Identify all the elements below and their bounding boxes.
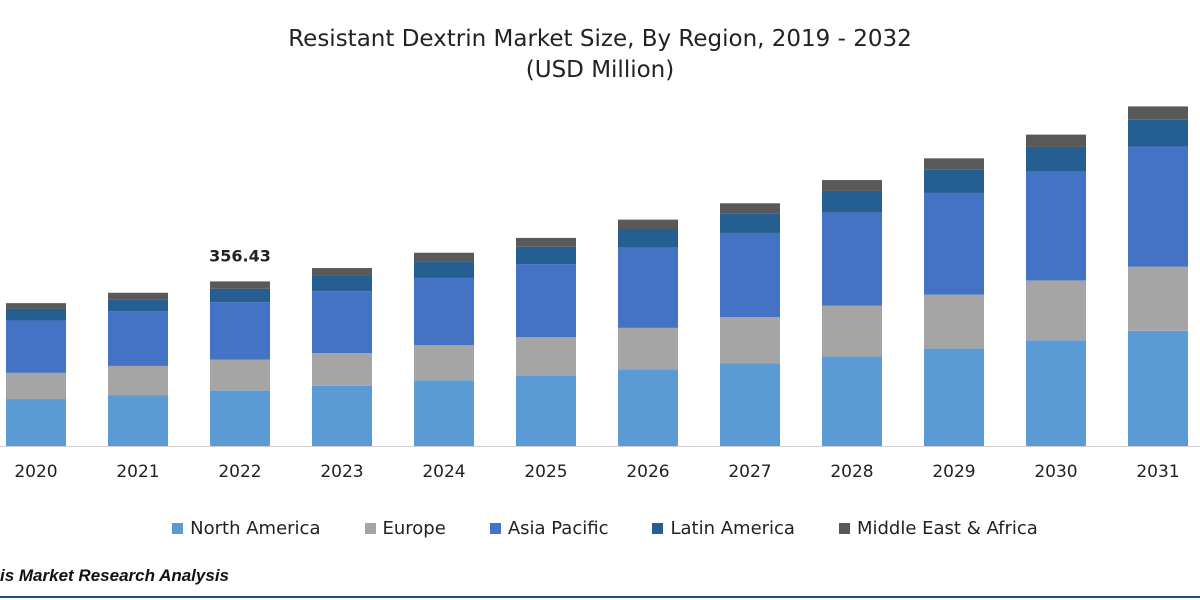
bar-2030-europe <box>1026 280 1086 341</box>
bar-2026-middle-east-africa <box>618 219 678 230</box>
chart-subtitle: (USD Million) <box>525 57 675 83</box>
bar-2029-europe <box>924 294 984 349</box>
legend-swatch <box>838 523 850 534</box>
bar-2031-latin-america <box>1128 119 1188 147</box>
bar-2028-north-america <box>822 356 882 446</box>
bar-2024-north-america <box>414 380 474 446</box>
bar-2026-latin-america <box>618 229 678 248</box>
data-label-2022: 356.43 <box>209 246 271 265</box>
legend-label: North America <box>190 518 321 539</box>
legend-item-asia-pacific: Asia Pacific <box>489 518 609 539</box>
bar-2025-europe <box>516 337 576 376</box>
bar-2020-europe <box>6 372 66 400</box>
bar-2028-latin-america <box>822 190 882 213</box>
bar-2023-latin-america <box>312 275 372 292</box>
x-tick-label: 2029 <box>932 462 975 482</box>
bar-2025-middle-east-africa <box>516 237 576 247</box>
x-tick-label: 2022 <box>218 462 261 482</box>
legend-item-north-america: North America <box>172 518 321 539</box>
bar-2022-middle-east-africa <box>210 281 270 289</box>
legend: North America Europe Asia Pacific Latin … <box>0 518 1200 539</box>
x-tick-label: 2031 <box>1136 462 1179 482</box>
bar-2021-middle-east-africa <box>108 292 168 300</box>
bar-2031-middle-east-africa <box>1128 106 1188 120</box>
bar-2023-europe <box>312 353 372 386</box>
bottom-divider <box>0 596 1200 598</box>
bar-2022-latin-america <box>210 288 270 303</box>
chart-title-block: Resistant Dextrin Market Size, By Region… <box>0 24 1200 86</box>
bar-2024-asia-pacific <box>414 277 474 346</box>
bar-2020-latin-america <box>6 308 66 321</box>
bar-2028-europe <box>822 305 882 357</box>
bar-2026-europe <box>618 327 678 370</box>
bar-2020-north-america <box>6 399 66 446</box>
bar-2027-latin-america <box>720 213 780 233</box>
bar-2020-asia-pacific <box>6 320 66 373</box>
legend-item-europe: Europe <box>364 518 446 539</box>
bar-2029-asia-pacific <box>924 192 984 295</box>
x-tick-label: 2026 <box>626 462 669 482</box>
bar-2024-europe <box>414 345 474 381</box>
chart: 2020 2021 2022 356.43 2023 2024 2025 2026 2027 20… <box>0 106 1200 482</box>
legend-label: Latin America <box>670 518 795 539</box>
legend-label: Middle East & Africa <box>856 518 1038 539</box>
x-tick-label: 2030 <box>1034 462 1077 482</box>
bar-2027-asia-pacific <box>720 232 780 317</box>
bar-2030-north-america <box>1026 340 1086 446</box>
chart-title: Resistant Dextrin Market Size, By Region… <box>288 26 912 52</box>
bar-2025-latin-america <box>516 246 576 265</box>
bar-2031-north-america <box>1128 330 1188 446</box>
bar-2021-latin-america <box>108 299 168 312</box>
bar-2022-north-america <box>210 390 270 446</box>
bar-2025-asia-pacific <box>516 264 576 338</box>
bar-2021-europe <box>108 365 168 396</box>
x-tick-label: 2021 <box>116 462 159 482</box>
bar-2024-middle-east-africa <box>414 252 474 262</box>
legend-swatch <box>172 523 184 534</box>
x-tick-label: 2020 <box>14 462 57 482</box>
bar-2028-asia-pacific <box>822 212 882 306</box>
bar-2029-latin-america <box>924 169 984 193</box>
bar-2030-latin-america <box>1026 146 1086 172</box>
bar-2020-middle-east-africa <box>6 303 66 309</box>
bar-2022-asia-pacific <box>210 302 270 360</box>
bar-2027-middle-east-africa <box>720 203 780 214</box>
bar-2027-europe <box>720 316 780 364</box>
legend-label: Asia Pacific <box>507 518 609 539</box>
source-text: is Market Research Analysis <box>0 566 229 585</box>
legend-swatch <box>652 523 664 534</box>
bar-2021-asia-pacific <box>108 311 168 366</box>
bar-2031-europe <box>1128 266 1188 331</box>
bar-2026-asia-pacific <box>618 247 678 328</box>
bar-2028-middle-east-africa <box>822 180 882 191</box>
bar-2026-north-america <box>618 369 678 446</box>
bar-2024-latin-america <box>414 261 474 278</box>
x-tick-label: 2024 <box>422 462 465 482</box>
legend-item-middle-east-africa: Middle East & Africa <box>838 518 1038 539</box>
bar-2029-middle-east-africa <box>924 158 984 170</box>
bar-2023-asia-pacific <box>312 291 372 354</box>
legend-swatch <box>364 523 376 534</box>
bar-2030-asia-pacific <box>1026 171 1086 281</box>
x-tick-label: 2027 <box>728 462 771 482</box>
bar-2025-north-america <box>516 375 576 446</box>
x-tick-label: 2025 <box>524 462 567 482</box>
x-tick-label: 2023 <box>320 462 363 482</box>
legend-item-latin-america: Latin America <box>652 518 795 539</box>
bar-2021-north-america <box>108 395 168 446</box>
bar-2022-europe <box>210 359 270 391</box>
legend-label: Europe <box>382 518 446 539</box>
bar-2027-north-america <box>720 363 780 446</box>
bar-2023-middle-east-africa <box>312 268 372 276</box>
legend-swatch <box>489 523 501 534</box>
bar-2031-asia-pacific <box>1128 146 1188 267</box>
bar-2023-north-america <box>312 385 372 446</box>
bar-2029-north-america <box>924 348 984 446</box>
bar-2030-middle-east-africa <box>1026 134 1086 147</box>
x-tick-label: 2028 <box>830 462 873 482</box>
